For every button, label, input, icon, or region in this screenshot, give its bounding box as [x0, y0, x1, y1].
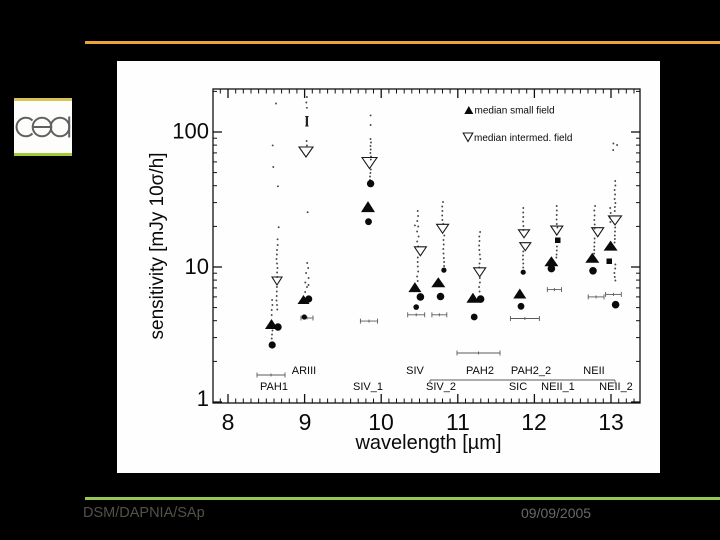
svg-text:median intermed. field: median intermed. field: [474, 133, 572, 144]
svg-text:SIV_2: SIV_2: [426, 381, 456, 393]
svg-text:PAH2: PAH2: [466, 365, 494, 377]
svg-text:12: 12: [521, 409, 547, 435]
svg-text:9: 9: [299, 409, 312, 435]
svg-text:ARIII: ARIII: [292, 365, 316, 377]
svg-text:8: 8: [222, 409, 235, 435]
svg-text:median small field: median small field: [475, 106, 555, 117]
svg-text:10: 10: [185, 254, 209, 279]
svg-text:NEII: NEII: [583, 365, 604, 377]
svg-text:11: 11: [446, 409, 470, 435]
svg-text:PAH2_2: PAH2_2: [511, 365, 551, 377]
svg-text:PAH1: PAH1: [260, 381, 288, 393]
svg-text:100: 100: [172, 119, 209, 144]
svg-text:sensitivity [mJy 10σ/h]: sensitivity [mJy 10σ/h]: [147, 152, 168, 339]
svg-text:NEII_1: NEII_1: [541, 381, 575, 393]
svg-text:13: 13: [598, 409, 624, 435]
svg-text:SIV_1: SIV_1: [353, 381, 383, 393]
svg-text:wavelength [µm]: wavelength [µm]: [354, 432, 501, 454]
svg-text:NEII_2: NEII_2: [599, 381, 633, 393]
svg-text:SIV: SIV: [406, 365, 424, 377]
svg-text:10: 10: [368, 409, 394, 435]
svg-text:1: 1: [197, 386, 209, 411]
svg-text:SIC: SIC: [509, 381, 527, 393]
